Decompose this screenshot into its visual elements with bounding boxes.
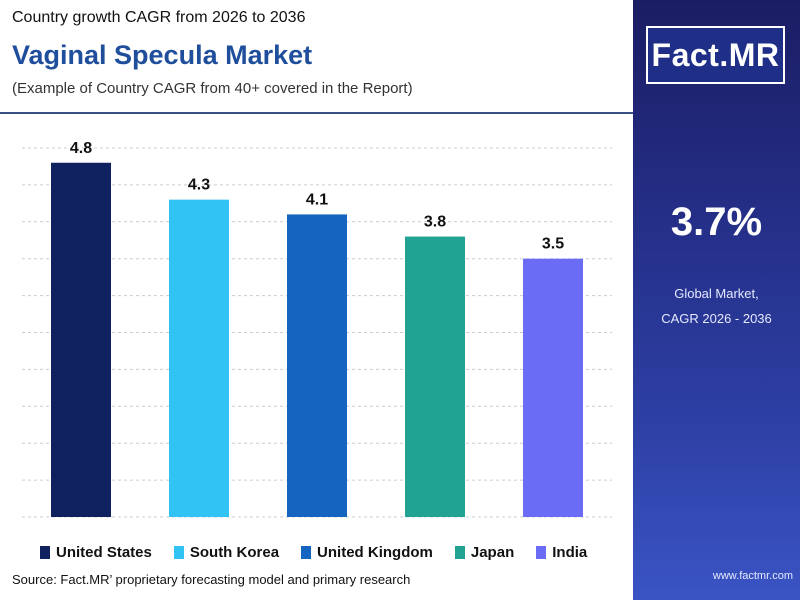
legend-item-united-kingdom: United Kingdom xyxy=(301,544,433,561)
legend-swatch xyxy=(536,546,547,559)
legend-item-japan: Japan xyxy=(454,544,515,561)
bar-united-kingdom xyxy=(287,214,347,518)
data-label-south-korea: 4.3 xyxy=(188,177,210,194)
legend-swatch xyxy=(454,546,465,559)
chart-panel: Country growth CAGR from 2026 to 2036 Va… xyxy=(0,9,633,587)
bar-united-states xyxy=(51,162,111,517)
sidebar-panel xyxy=(633,0,800,600)
legend-item-south-korea: South Korea xyxy=(173,544,280,561)
website-link[interactable]: www.factmr.com xyxy=(712,570,793,582)
legend-swatch xyxy=(40,546,50,559)
legend-swatch xyxy=(173,546,184,559)
bar-chart: 4.8 4.3 4.1 3.8 3.5 xyxy=(22,140,612,518)
header-divider xyxy=(0,112,633,114)
bar-south-korea xyxy=(169,199,229,517)
legend-label: Japan xyxy=(470,544,515,561)
legend-item-united-states: United States xyxy=(40,544,152,561)
chart-subtitle: (Example of Country CAGR from 40+ covere… xyxy=(12,80,413,97)
global-cagr-value: 3.7% xyxy=(670,200,763,244)
data-label-japan: 3.8 xyxy=(424,214,446,231)
logo-text: Fact.MR xyxy=(651,36,780,73)
factmr-logo: Fact.MR xyxy=(646,26,785,84)
chart-legend: United States South Korea United Kingdom Ja… xyxy=(40,544,630,561)
legend-label: United Kingdom xyxy=(317,544,433,561)
legend-item-india: India xyxy=(536,544,587,561)
legend-label: United States xyxy=(56,544,152,561)
data-label-united-kingdom: 4.1 xyxy=(306,191,328,208)
bar-india xyxy=(523,258,583,517)
legend-swatch xyxy=(301,546,312,559)
bar-japan xyxy=(405,236,465,517)
chart-title: Vaginal Specula Market xyxy=(12,40,313,70)
source-note: Source: Fact.MR’ proprietary forecasting… xyxy=(12,572,411,587)
chart-kicker: Country growth CAGR from 2026 to 2036 xyxy=(12,9,306,26)
data-label-united-states: 4.8 xyxy=(70,140,92,157)
legend-label: South Korea xyxy=(189,544,280,561)
legend-label: India xyxy=(552,544,588,561)
global-cagr-label-line1: Global Market, xyxy=(674,286,759,301)
global-cagr-label-line2: CAGR 2026 - 2036 xyxy=(661,311,772,326)
data-label-india: 3.5 xyxy=(542,236,564,253)
